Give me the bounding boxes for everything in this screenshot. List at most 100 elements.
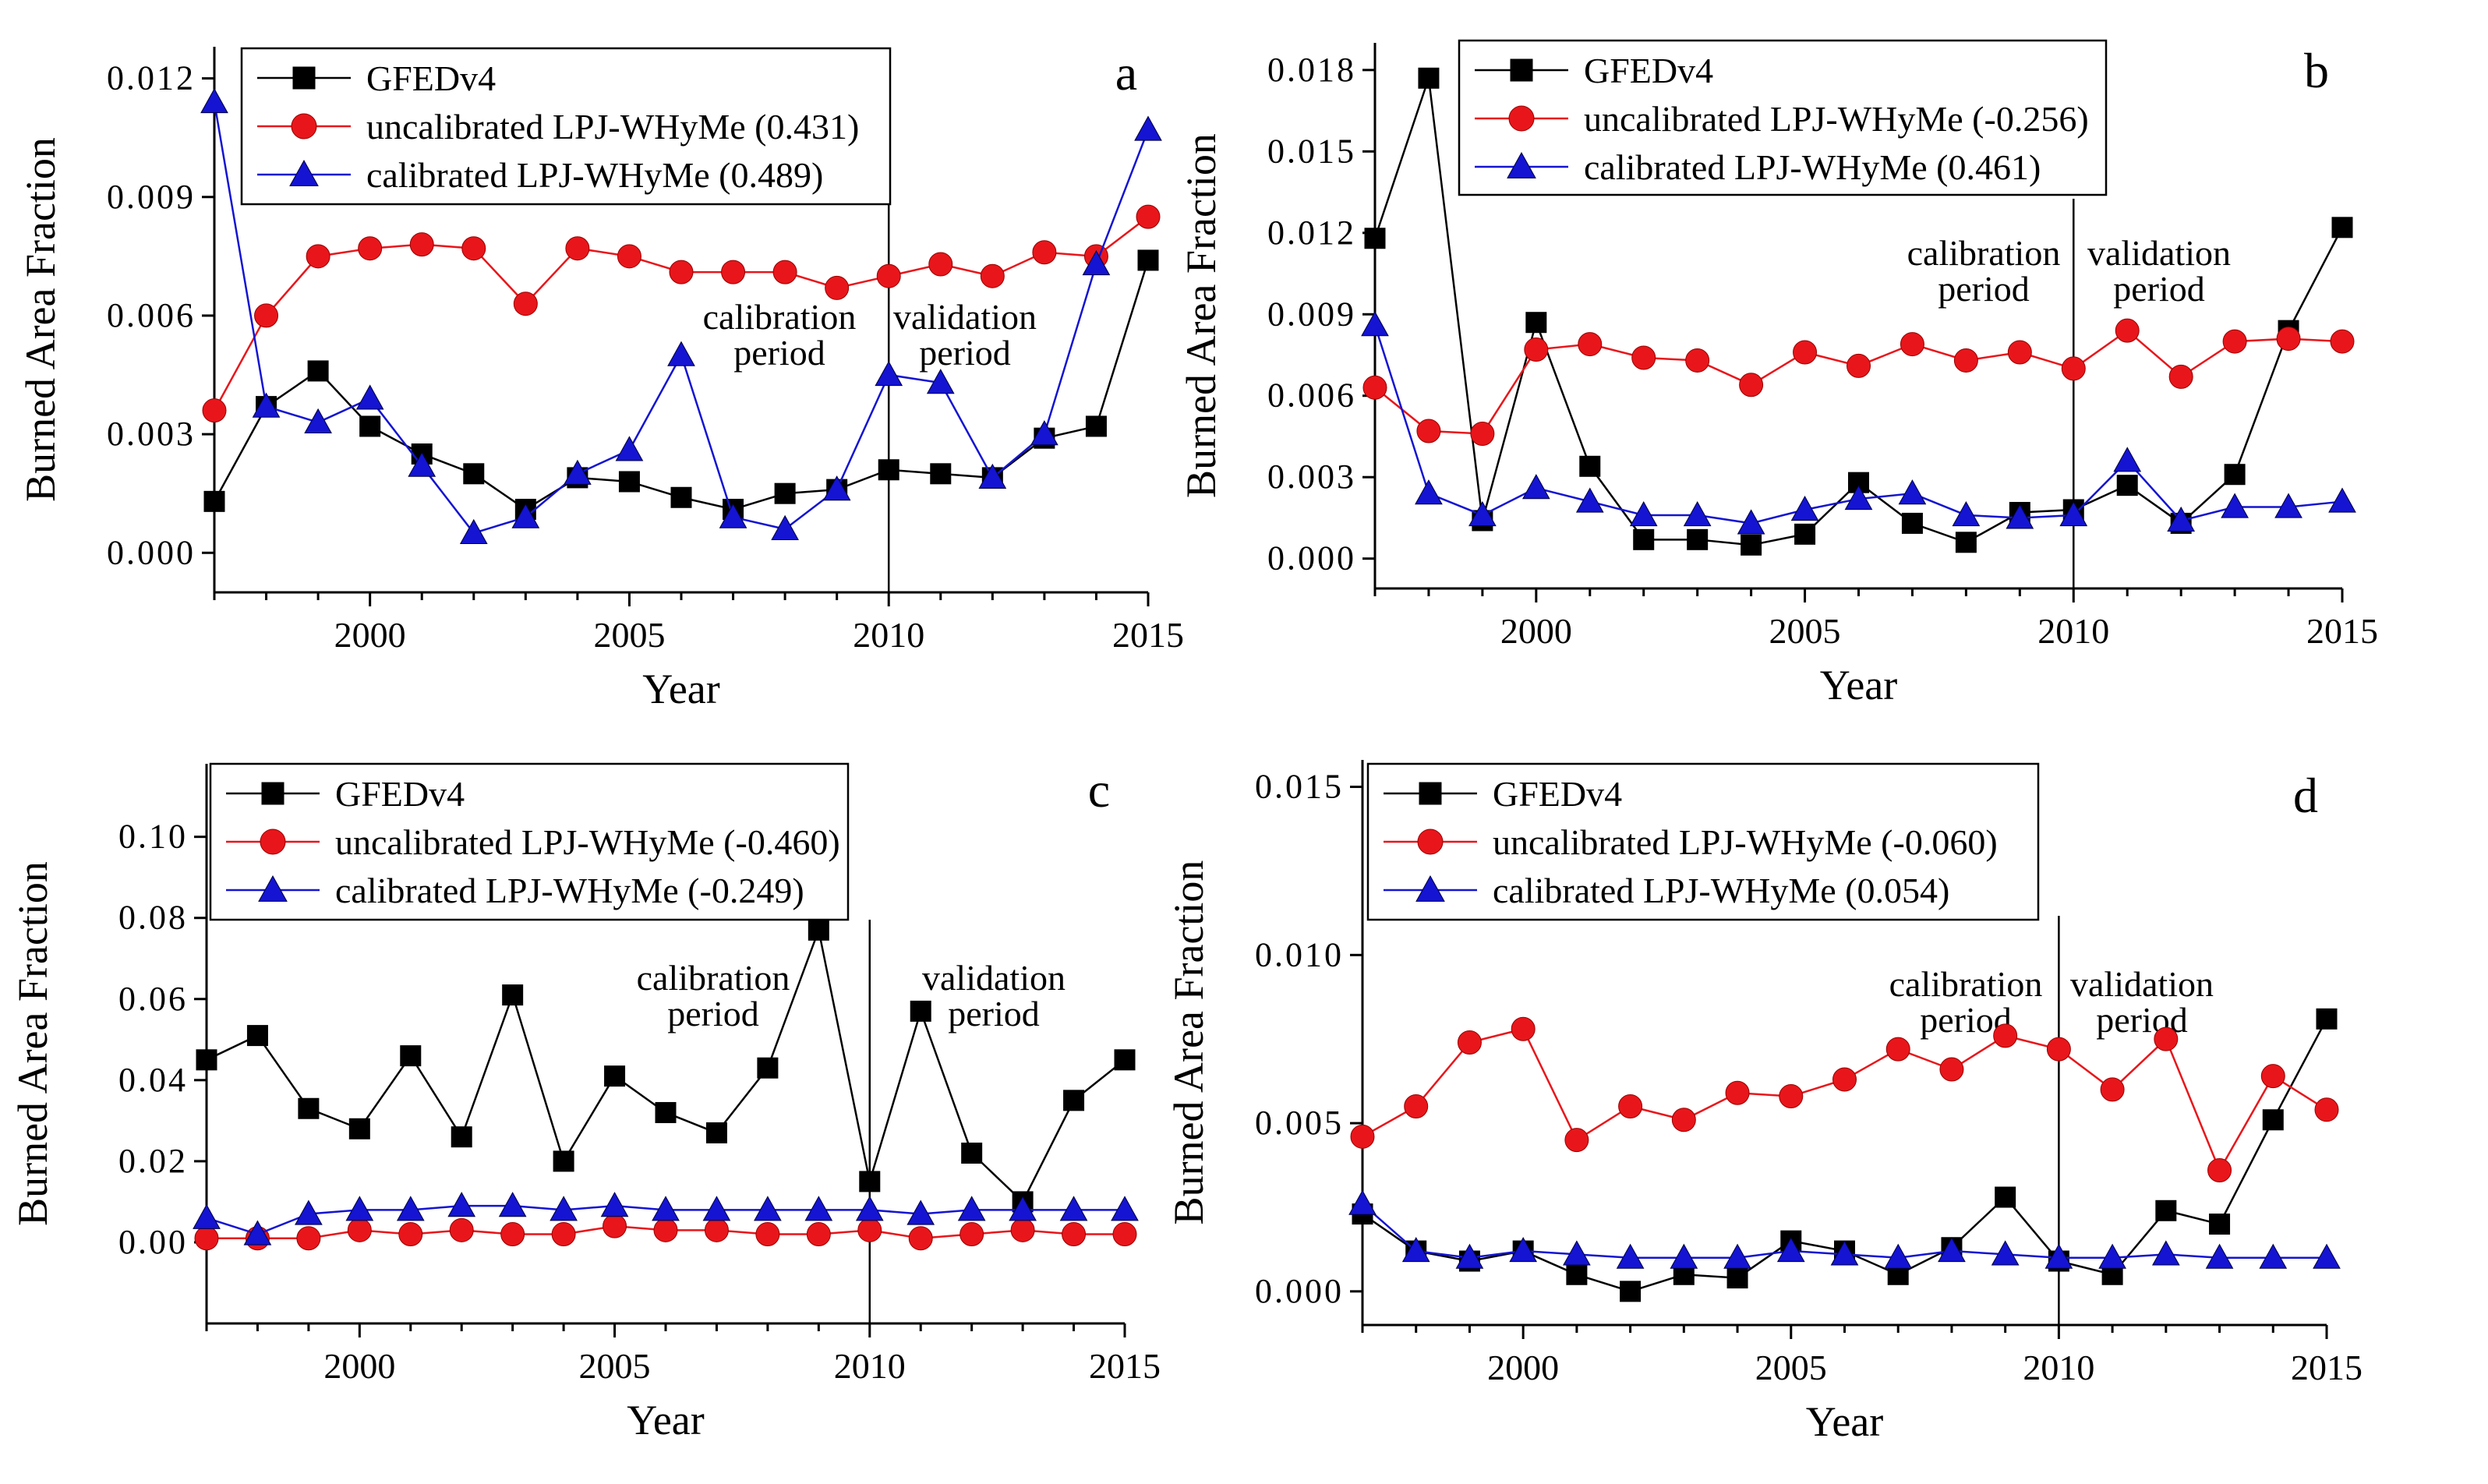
y-tick-label: 0.10 <box>118 818 188 856</box>
y-tick-label: 0.015 <box>1255 768 1344 806</box>
calibration-period-annotation: period <box>733 333 825 373</box>
x-tick-label: 2005 <box>1755 1348 1827 1387</box>
data-point-series-2 <box>822 475 851 501</box>
data-point-series-2 <box>2113 447 2142 472</box>
y-tick-label: 0.00 <box>118 1223 188 1261</box>
data-point-series-2 <box>1111 1196 1139 1221</box>
legend-marker <box>1508 105 1535 132</box>
data-point-series-0 <box>961 1142 983 1164</box>
data-point-series-0 <box>1955 532 1977 553</box>
data-point-series-1 <box>1671 1108 1696 1132</box>
data-point-series-1 <box>755 1222 780 1247</box>
x-tick-label: 2000 <box>323 1346 395 1386</box>
panel-a-svg: 0.000 0.003 0.006 0.009 0.012 2000 2005 2010 201… <box>17 45 1184 712</box>
data-point-series-2 <box>1683 500 1712 527</box>
data-point-series-2 <box>804 1196 833 1221</box>
data-point-series-0 <box>757 1057 779 1079</box>
y-tick-label: 0.005 <box>1255 1104 1344 1142</box>
data-point-series-1 <box>2115 318 2140 343</box>
data-point-series-2 <box>1030 420 1058 446</box>
data-point-series-2 <box>1991 1240 2020 1266</box>
data-point-series-2 <box>1468 500 1497 527</box>
data-point-series-2 <box>1521 474 1550 500</box>
data-point-series-2 <box>1059 1196 1088 1221</box>
data-point-series-2 <box>1082 249 1111 276</box>
data-point-series-1 <box>306 244 330 269</box>
data-point-series-2 <box>345 1196 374 1221</box>
data-point-series-1 <box>254 303 279 328</box>
data-point-series-1 <box>1631 345 1656 370</box>
data-point-series-1 <box>1470 421 1495 446</box>
legend-entry-label: uncalibrated LPJ-WHyMe (0.431) <box>366 107 859 147</box>
data-point-series-1 <box>2314 1097 2339 1122</box>
data-point-series-2 <box>2328 487 2356 513</box>
x-tick-label: 2010 <box>2037 611 2109 651</box>
calibration-period-annotation: period <box>1938 269 2030 309</box>
x-tick-label: 2000 <box>1500 611 1572 651</box>
data-point-series-0 <box>2155 1200 2177 1221</box>
data-point-series-1 <box>1416 419 1441 443</box>
y-tick-label: 0.06 <box>118 980 188 1018</box>
data-point-series-0 <box>1085 415 1107 437</box>
data-point-series-2 <box>875 360 903 387</box>
data-point-series-0 <box>1418 67 1440 89</box>
panel-a-chart: 0.000 0.003 0.006 0.009 0.012 2000 2005 2010 201… <box>0 0 1244 742</box>
legend-box <box>1366 762 2040 921</box>
data-point-series-2 <box>200 87 228 114</box>
y-tick-label: 0.009 <box>107 178 196 216</box>
x-tick-label: 2005 <box>1769 611 1841 651</box>
data-point-series-2 <box>926 369 955 394</box>
calibration-period-annotation: period <box>667 994 759 1034</box>
data-point-series-2 <box>355 384 384 410</box>
x-axis-title: Year <box>627 1397 705 1443</box>
panel-c-plot: 0.00 0.02 0.04 0.06 0.08 0.10 2000 2005 2010 2015… <box>9 762 1161 1443</box>
data-point-series-0 <box>203 490 225 512</box>
data-point-series-1 <box>202 398 227 423</box>
data-point-series-0 <box>774 482 796 504</box>
data-point-series-1 <box>2222 329 2247 354</box>
data-point-series-2 <box>2221 493 2249 518</box>
x-tick-label: 2010 <box>834 1346 906 1386</box>
data-point-series-0 <box>1633 528 1655 550</box>
data-point-series-2 <box>2059 500 2088 527</box>
legend-marker <box>289 159 319 186</box>
data-point-series-0 <box>1137 249 1159 271</box>
y-tick-label: 0.015 <box>1267 132 1356 170</box>
data-point-series-0 <box>705 1122 727 1143</box>
data-point-series-2 <box>511 503 540 528</box>
x-axis-title: Year <box>1820 662 1898 708</box>
data-point-series-1 <box>1739 373 1764 398</box>
data-point-series-1 <box>513 292 538 316</box>
data-point-series-1 <box>980 263 1005 288</box>
legend-entry-label: calibrated LPJ-WHyMe (0.461) <box>1584 147 2041 187</box>
data-point-series-1 <box>1524 337 1549 362</box>
data-point-series-0 <box>808 919 829 941</box>
legend-marker <box>261 782 284 805</box>
data-point-series-2 <box>252 392 281 418</box>
data-point-series-2 <box>1616 1243 1645 1269</box>
y-tick-label: 0.018 <box>1267 51 1356 89</box>
data-point-series-0 <box>655 1101 677 1123</box>
data-point-series-2 <box>2044 1243 2073 1269</box>
validation-period-annotation: period <box>2113 269 2205 309</box>
legend-entry-label: uncalibrated LPJ-WHyMe (-0.460) <box>335 822 840 862</box>
y-tick-label: 0.003 <box>107 415 196 453</box>
data-point-series-0 <box>1687 528 1709 550</box>
panel-c-svg: 0.00 0.02 0.04 0.06 0.08 0.10 2000 2005 2010 2015… <box>9 762 1161 1443</box>
data-point-series-1 <box>551 1222 576 1247</box>
data-point-series-1 <box>1404 1094 1429 1118</box>
x-tick-label: 2015 <box>1089 1346 1161 1386</box>
data-point-series-1 <box>825 275 850 300</box>
data-point-series-2 <box>957 1196 986 1221</box>
data-point-series-0 <box>618 471 640 493</box>
x-tick-label: 2010 <box>853 615 924 655</box>
validation-period-annotation: validation <box>893 297 1037 337</box>
data-point-series-1 <box>721 260 746 284</box>
data-point-series-1 <box>461 236 486 261</box>
data-point-series-2 <box>2259 1243 2288 1269</box>
y-tick-label: 0.04 <box>118 1061 188 1099</box>
data-point-series-0 <box>1579 455 1601 477</box>
data-point-series-1 <box>1793 340 1818 365</box>
